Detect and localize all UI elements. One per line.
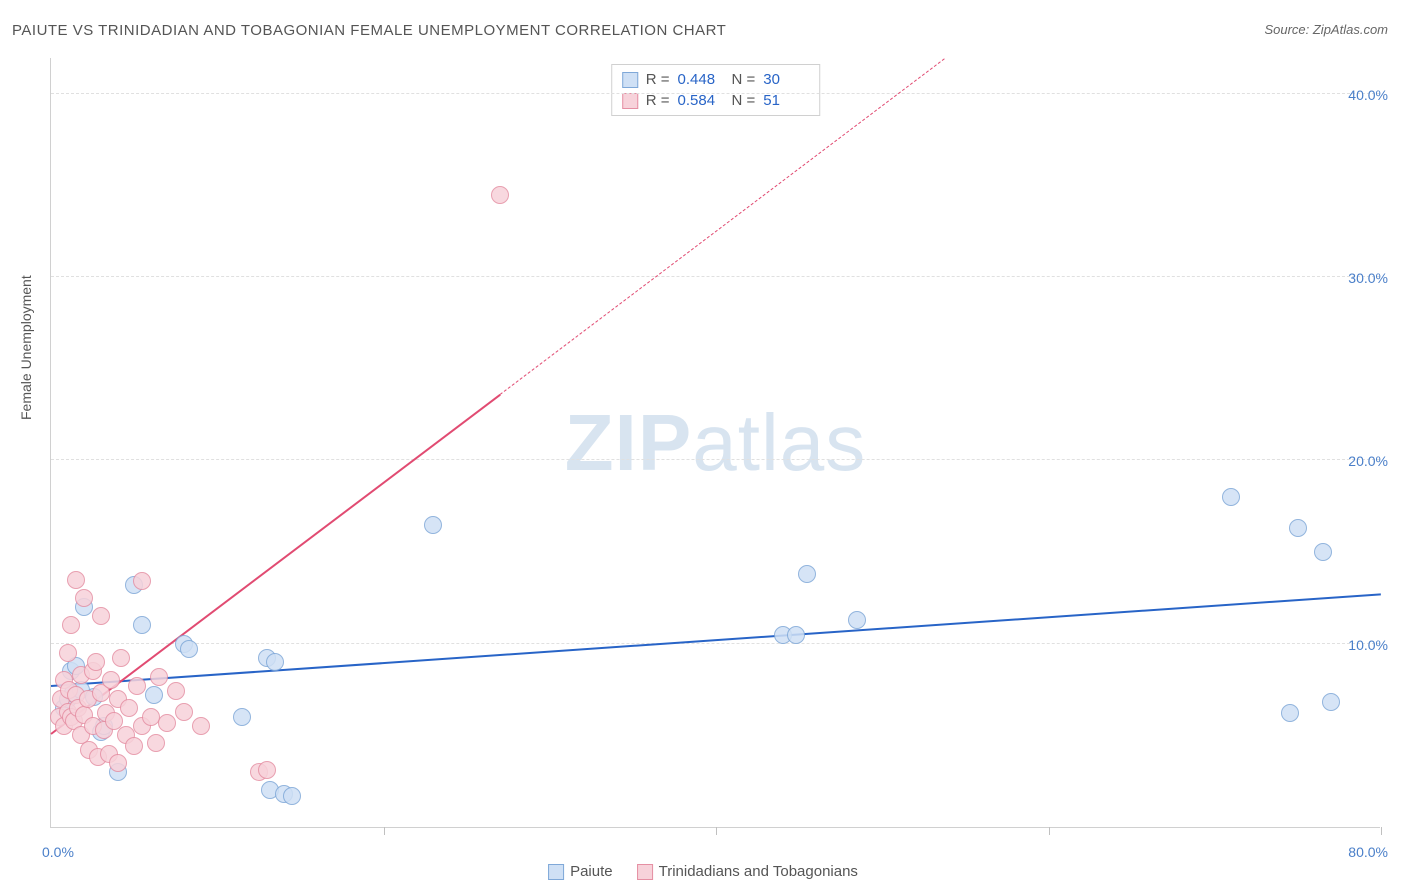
series-swatch-icon [622, 72, 638, 88]
trend-line [51, 593, 1381, 687]
x-tick [1049, 827, 1050, 835]
data-point [125, 737, 143, 755]
data-point [1314, 543, 1332, 561]
y-tick-label: 20.0% [1348, 453, 1388, 469]
data-point [120, 699, 138, 717]
r-label: R = [646, 92, 670, 109]
n-label: N = [732, 71, 756, 88]
data-point [102, 671, 120, 689]
data-point [424, 516, 442, 534]
x-tick-label: 0.0% [42, 844, 74, 860]
y-tick-label: 40.0% [1348, 87, 1388, 103]
chart-title: PAIUTE VS TRINIDADIAN AND TOBAGONIAN FEM… [12, 22, 726, 39]
data-point [133, 572, 151, 590]
data-point [109, 754, 127, 772]
x-tick [1381, 827, 1382, 835]
stats-row: R = 0.448 N = 30 [622, 69, 810, 90]
legend-swatch-icon [548, 864, 564, 880]
legend-label: Paiute [570, 863, 613, 880]
data-point [167, 682, 185, 700]
data-point [258, 761, 276, 779]
legend-swatch-icon [637, 864, 653, 880]
data-point [158, 714, 176, 732]
y-tick-label: 30.0% [1348, 270, 1388, 286]
gridline [51, 93, 1380, 94]
data-point [92, 607, 110, 625]
n-value: 51 [763, 92, 809, 109]
data-point [491, 186, 509, 204]
data-point [59, 644, 77, 662]
source-attribution: Source: ZipAtlas.com [1264, 22, 1388, 37]
gridline [51, 276, 1380, 277]
correlation-stats-box: R = 0.448 N = 30 R = 0.584 N = 51 [611, 64, 821, 116]
legend-item-trinidadians: Trinidadians and Tobagonians [637, 863, 858, 880]
y-axis-label: Female Unemployment [18, 275, 34, 420]
data-point [1281, 704, 1299, 722]
data-point [147, 734, 165, 752]
data-point [283, 787, 301, 805]
y-tick-label: 10.0% [1348, 637, 1388, 653]
legend: Paiute Trinidadians and Tobagonians [548, 863, 858, 880]
n-label: N = [732, 92, 756, 109]
data-point [1289, 519, 1307, 537]
n-value: 30 [763, 71, 809, 88]
data-point [67, 571, 85, 589]
data-point [175, 703, 193, 721]
legend-label: Trinidadians and Tobagonians [659, 863, 858, 880]
data-point [128, 677, 146, 695]
series-swatch-icon [622, 93, 638, 109]
data-point [112, 649, 130, 667]
data-point [787, 626, 805, 644]
data-point [848, 611, 866, 629]
data-point [133, 616, 151, 634]
data-point [62, 616, 80, 634]
data-point [233, 708, 251, 726]
data-point [266, 653, 284, 671]
data-point [192, 717, 210, 735]
r-value: 0.448 [678, 71, 724, 88]
watermark: ZIPatlas [565, 397, 866, 489]
r-label: R = [646, 71, 670, 88]
x-tick-label: 80.0% [1348, 844, 1388, 860]
x-tick [716, 827, 717, 835]
data-point [150, 668, 168, 686]
data-point [87, 653, 105, 671]
data-point [75, 589, 93, 607]
gridline [51, 643, 1380, 644]
x-tick [384, 827, 385, 835]
gridline [51, 459, 1380, 460]
data-point [142, 708, 160, 726]
legend-item-paiute: Paiute [548, 863, 613, 880]
data-point [1222, 488, 1240, 506]
data-point [145, 686, 163, 704]
data-point [180, 640, 198, 658]
scatter-plot: ZIPatlas R = 0.448 N = 30 R = 0.584 N = 51 [50, 58, 1380, 828]
r-value: 0.584 [678, 92, 724, 109]
data-point [1322, 693, 1340, 711]
data-point [798, 565, 816, 583]
